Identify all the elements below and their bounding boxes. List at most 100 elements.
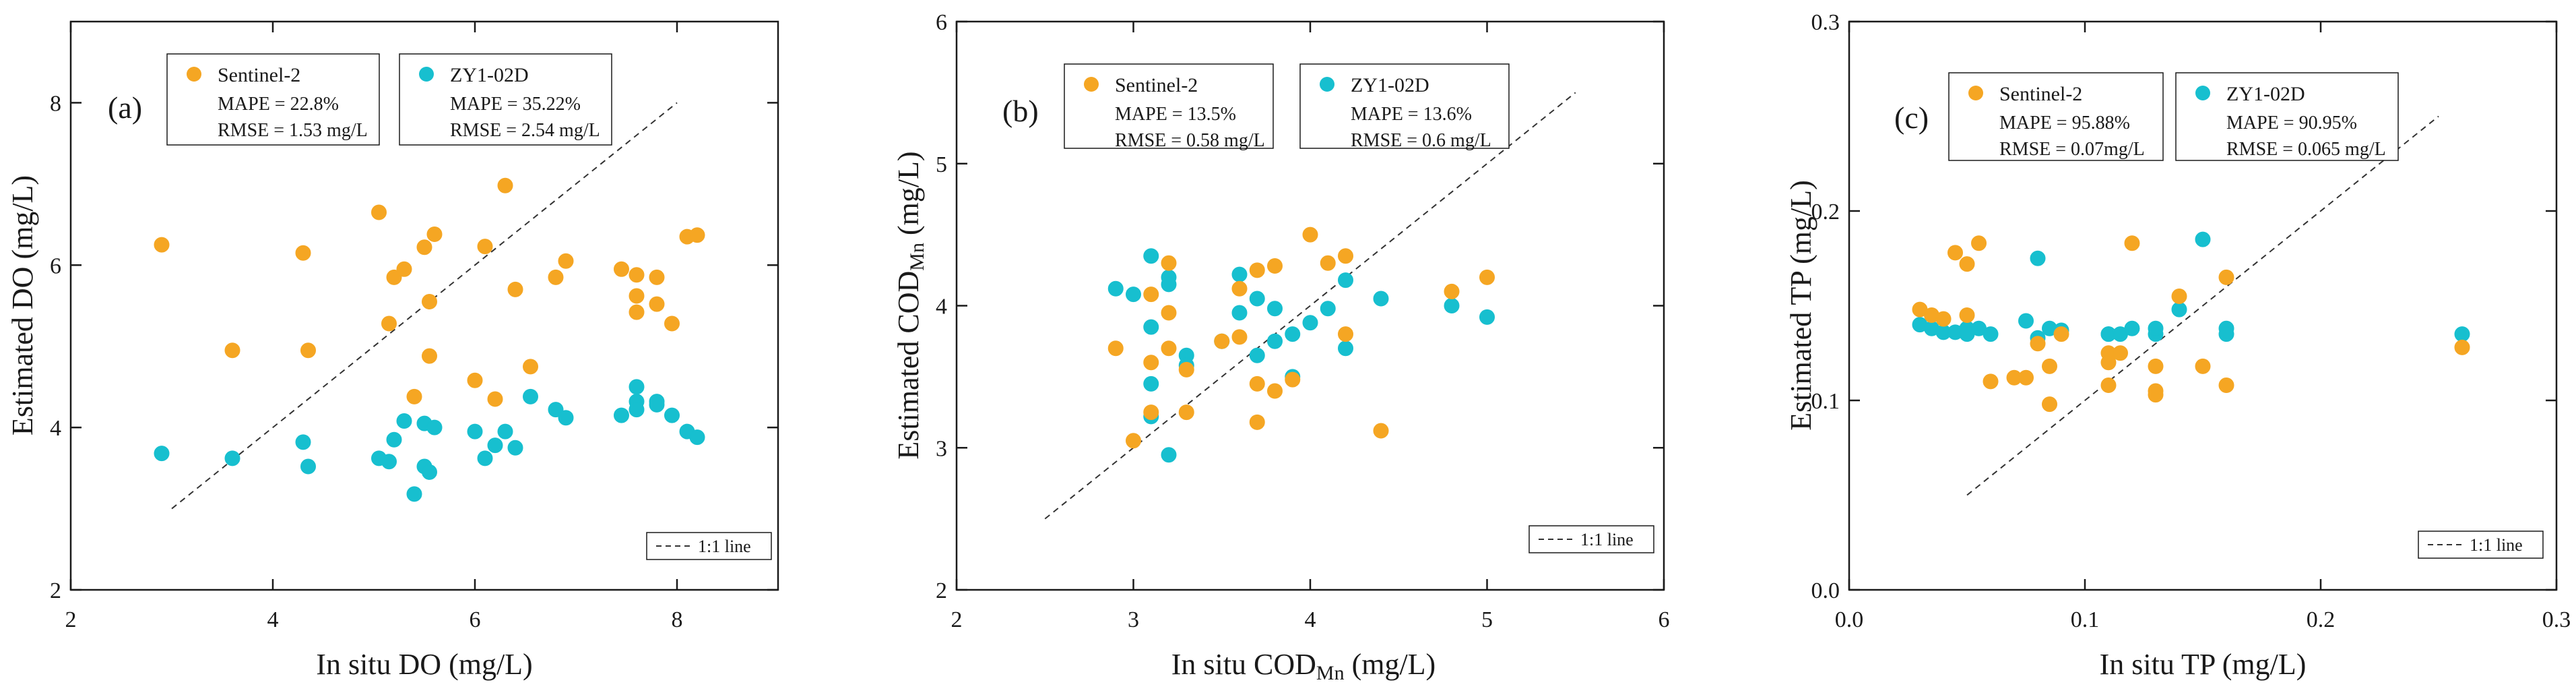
data-point [2100,377,2117,394]
data-point [224,342,240,359]
data-point [1143,355,1159,371]
legend-series-name: Sentinel-2 [1999,83,2082,105]
x-tick-label: 6 [1659,607,1670,632]
legend-box [1064,63,1274,149]
data-point [1285,326,1301,342]
data-point [2124,235,2140,251]
plot-frame [69,20,779,591]
legend-marker [187,67,201,82]
y-tick-label: 5 [936,152,947,177]
x-axis-label: In situ CODMn (mg/L) [1171,648,1436,684]
data-point [1249,414,1265,430]
data-point [477,239,493,255]
x-tick-label: 3 [1128,607,1139,632]
panel-c: 0.0 0.1 0.2 0.3 0.0 0.1 0.2 0.3 (c) Sentinel-2 MAP… [1784,10,2571,681]
x-axis-label: In situ DO (mg/L) [316,648,532,681]
data-point [1983,326,1999,342]
x-tick-label: 6 [470,607,481,632]
data-point [2030,336,2046,352]
data-point [1161,276,1177,293]
legend-sentinel: Sentinel-2 MAPE = 13.5% RMSE = 0.58 mg/L [1064,63,1274,151]
series-zy [154,379,705,502]
legend-series-name: Sentinel-2 [218,64,300,86]
panel-label: (a) [108,90,142,125]
data-point [2030,250,2046,266]
data-point [1959,256,1975,272]
line-legend-label: 1:1 line [698,537,751,556]
data-point [1107,340,1124,357]
y-tick-label: 6 [50,253,61,278]
legend-marker [1320,77,1334,92]
x-tick-label: 2 [65,607,77,632]
data-point [2148,358,2164,374]
data-point [2100,355,2117,371]
data-point [1285,371,1301,388]
data-point [300,458,316,475]
line-legend: 1:1 line [1528,525,1654,553]
data-point [1338,326,1353,342]
line-legend: 1:1 line [2418,531,2544,559]
panel-b: 2 3 4 5 6 2 3 4 5 6 (b) Sentinel-2 MAPE = 13.5% RMSE … [892,10,1670,684]
legend-rmse: RMSE = 2.54 mg/L [450,120,600,141]
data-point [295,245,311,261]
line-legend-box [2418,531,2544,559]
data-point [1338,248,1353,264]
xlabel-main: In situ COD [1171,648,1316,681]
data-point [2454,326,2470,342]
y-axis-label: Estimated DO (mg/L) [6,175,39,435]
data-point [2124,320,2140,336]
data-point [1231,266,1248,282]
data-point [1126,433,1141,449]
data-point [1161,340,1177,357]
data-point [523,359,538,375]
ylabel-main: Estimated COD [892,271,925,460]
data-point [1971,235,1987,251]
legend-mape: MAPE = 90.95% [2226,113,2357,133]
data-point [396,261,412,277]
x-axis-label: In situ TP (mg/L) [2100,648,2307,681]
data-point [2218,326,2234,342]
data-point [1373,423,1389,439]
data-point [1231,305,1248,321]
data-point [1983,373,1999,390]
data-point [224,450,240,466]
series-sentinel [1107,226,1495,449]
legend-rmse: RMSE = 0.58 mg/L [1115,130,1265,151]
legend-sentinel: Sentinel-2 MAPE = 22.8% RMSE = 1.53 mg/L [166,53,380,146]
data-point [2148,320,2164,336]
data-point [1143,286,1159,303]
legend-series-name: ZY1-02D [450,64,529,86]
x-tick-label: 4 [267,607,279,632]
data-point [371,204,387,220]
plot-frame [1848,20,2558,591]
data-point [649,296,665,312]
data-point [1320,255,1336,271]
y-tick-label: 0.1 [1811,389,1840,414]
legend-marker [2195,86,2210,100]
one-to-one-line [1044,92,1576,520]
y-tick-label: 8 [50,91,61,116]
data-point [1338,340,1353,357]
data-point [154,446,170,462]
data-point [523,388,538,404]
data-point [2018,369,2034,386]
data-point [497,177,513,193]
data-point [477,450,493,466]
data-point [1249,262,1265,278]
data-point [2113,345,2128,361]
data-point [1444,298,1460,313]
data-point [2195,231,2211,247]
data-point [381,315,397,332]
data-point [507,440,523,456]
y-tick-label: 4 [936,295,947,320]
data-point [507,281,523,297]
data-point [487,391,503,407]
data-point [396,413,412,429]
legend-series-name: ZY1-02D [1351,74,1429,96]
legend-mape: MAPE = 13.5% [1115,104,1236,125]
data-point [426,419,443,435]
data-point [1479,269,1495,285]
legend-box [1948,72,2164,161]
data-point [649,269,665,285]
legend-series-name: ZY1-02D [2226,83,2305,105]
